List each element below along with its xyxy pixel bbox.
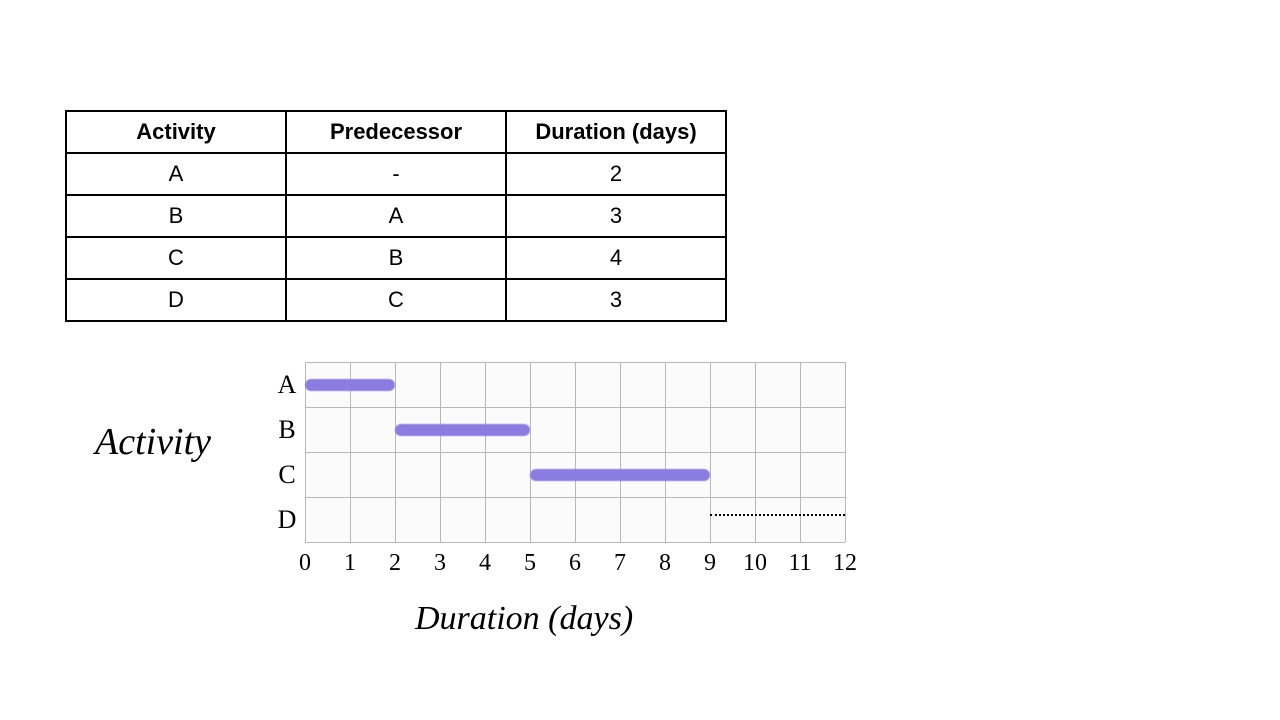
- x-tick-label: 6: [560, 550, 590, 577]
- cell: 4: [506, 237, 726, 279]
- x-tick-label: 7: [605, 550, 635, 577]
- x-tick-label: 9: [695, 550, 725, 577]
- y-axis-title: Activity: [95, 420, 211, 464]
- x-tick-label: 11: [785, 550, 815, 577]
- gantt-bar-b: [395, 424, 530, 436]
- cell: D: [66, 279, 286, 321]
- cell: B: [66, 195, 286, 237]
- cell: B: [286, 237, 506, 279]
- table-row: D C 3: [66, 279, 726, 321]
- page: Activity Predecessor Duration (days) A -…: [0, 0, 1280, 720]
- table-row: A - 2: [66, 153, 726, 195]
- cell: 3: [506, 195, 726, 237]
- gantt-bar-a: [305, 379, 395, 391]
- x-tick-label: 8: [650, 550, 680, 577]
- gantt-bar-c: [530, 469, 710, 481]
- cell: A: [286, 195, 506, 237]
- cell: C: [66, 237, 286, 279]
- cell: 2: [506, 153, 726, 195]
- x-tick-label: 4: [470, 550, 500, 577]
- x-tick-label: 5: [515, 550, 545, 577]
- table-row: C B 4: [66, 237, 726, 279]
- y-tick-label: D: [273, 505, 301, 535]
- cell: C: [286, 279, 506, 321]
- x-tick-label: 2: [380, 550, 410, 577]
- cell: 3: [506, 279, 726, 321]
- gantt-bar-d: [710, 514, 845, 516]
- activity-table: Activity Predecessor Duration (days) A -…: [65, 110, 727, 322]
- x-tick-label: 1: [335, 550, 365, 577]
- x-tick-label: 12: [830, 550, 860, 577]
- x-tick-label: 0: [290, 550, 320, 577]
- cell: -: [286, 153, 506, 195]
- gantt-chart: Activity Duration (days) A B C D 0123456…: [95, 350, 895, 670]
- y-tick-label: B: [273, 415, 301, 445]
- col-duration: Duration (days): [506, 111, 726, 153]
- x-axis-title: Duration (days): [415, 600, 633, 638]
- cell: A: [66, 153, 286, 195]
- y-tick-label: A: [273, 370, 301, 400]
- x-tick-label: 3: [425, 550, 455, 577]
- col-activity: Activity: [66, 111, 286, 153]
- x-tick-label: 10: [740, 550, 770, 577]
- table-header-row: Activity Predecessor Duration (days): [66, 111, 726, 153]
- col-predecessor: Predecessor: [286, 111, 506, 153]
- table-row: B A 3: [66, 195, 726, 237]
- y-tick-label: C: [273, 460, 301, 490]
